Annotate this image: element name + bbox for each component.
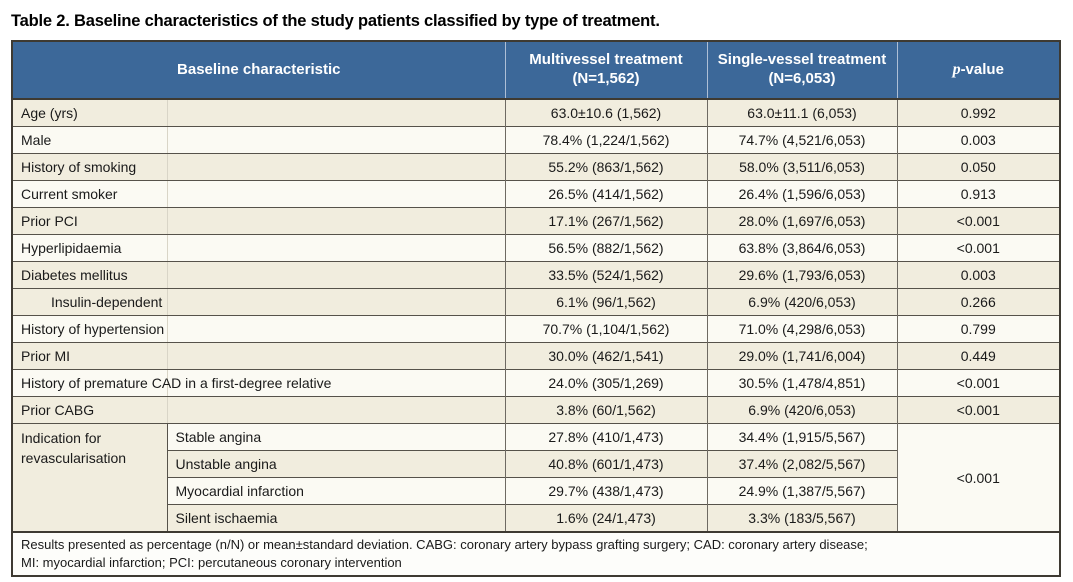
table-row: Diabetes mellitus 33.5% (524/1,562) 29.6% … <box>12 261 1060 289</box>
row-label: History of hypertension <box>12 315 505 343</box>
single-vessel-value: 29.0% (1,741/6,004) <box>706 342 897 370</box>
footnote-row: Results presented as percentage (n/N) or… <box>12 530 1060 577</box>
multivessel-value: 56.5% (882/1,562) <box>504 234 707 262</box>
row-label: Prior MI <box>12 342 505 370</box>
table-row: Male 78.4% (1,224/1,562) 74.7% (4,521/6,05… <box>12 126 1060 154</box>
table-row: Current smoker 26.5% (414/1,562) 26.4% (1,… <box>12 180 1060 208</box>
p-value-italic-p: p <box>952 61 961 78</box>
single-vessel-value: 3.3% (183/5,567) <box>706 504 897 532</box>
p-value: 0.992 <box>896 98 1060 127</box>
sub-row-label: Stable angina <box>167 423 505 451</box>
multivessel-value: 24.0% (305/1,269) <box>504 369 707 397</box>
table-row: Indication for revascularisation Stable a… <box>12 423 1060 532</box>
table-header: Baseline characteristic Multivessel trea… <box>12 41 1060 100</box>
single-vessel-value: 28.0% (1,697/6,053) <box>706 207 897 235</box>
p-value: 0.913 <box>896 180 1060 208</box>
single-vessel-value: 71.0% (4,298/6,053) <box>706 315 897 343</box>
p-value: <0.001 <box>896 369 1060 397</box>
multivessel-value: 6.1% (96/1,562) <box>504 288 707 316</box>
single-vessel-value: 34.4% (1,915/5,567) <box>706 423 897 451</box>
single-vessel-value: 6.9% (420/6,053) <box>706 396 897 424</box>
row-label: History of smoking <box>12 153 505 181</box>
p-value: 0.050 <box>896 153 1060 181</box>
sub-row-label: Myocardial infarction <box>167 477 505 505</box>
table-row: Prior CABG 3.8% (60/1,562) 6.9% (420/6,053… <box>12 396 1060 424</box>
single-vessel-value: 26.4% (1,596/6,053) <box>706 180 897 208</box>
row-label: Male <box>12 126 505 154</box>
group-label-indication: Indication for revascularisation <box>12 423 168 532</box>
p-value: 0.003 <box>896 261 1060 289</box>
table-row: Prior MI 30.0% (462/1,541) 29.0% (1,741/6,… <box>12 342 1060 370</box>
multivessel-value: 78.4% (1,224/1,562) <box>504 126 707 154</box>
sub-row-label: Silent ischaemia <box>167 504 505 532</box>
multivessel-value: 70.7% (1,104/1,562) <box>504 315 707 343</box>
header-p-value: p-value <box>896 41 1060 100</box>
table-row: History of hypertension 70.7% (1,104/1,56… <box>12 315 1060 343</box>
row-label: Diabetes mellitus <box>12 261 505 289</box>
row-label: Current smoker <box>12 180 505 208</box>
p-value-rest: -value <box>960 61 1004 78</box>
multivessel-value: 17.1% (267/1,562) <box>504 207 707 235</box>
multivessel-value: 1.6% (24/1,473) <box>504 504 707 532</box>
footnote: Results presented as percentage (n/N) or… <box>12 530 1060 577</box>
multivessel-value: 40.8% (601/1,473) <box>504 450 707 478</box>
table-row: Silent ischaemia 1.6% (24/1,473) 3.3% (183… <box>12 504 1060 532</box>
multivessel-value: 63.0±10.6 (1,562) <box>504 98 707 127</box>
table-row: Hyperlipidaemia 56.5% (882/1,562) 63.8% (3… <box>12 234 1060 262</box>
group-p-value: <0.001 <box>896 423 1060 532</box>
p-value: <0.001 <box>896 207 1060 235</box>
table-title: Table 2. Baseline characteristics of the… <box>11 12 660 30</box>
single-vessel-value: 24.9% (1,387/5,567) <box>706 477 897 505</box>
sub-row-label: Unstable angina <box>167 450 505 478</box>
single-vessel-value: 74.7% (4,521/6,053) <box>706 126 897 154</box>
multivessel-value: 29.7% (438/1,473) <box>504 477 707 505</box>
table-row: Prior PCI 17.1% (267/1,562) 28.0% (1,697/6… <box>12 207 1060 235</box>
baseline-characteristics-table: Baseline characteristic Multivessel trea… <box>11 40 1061 578</box>
header-multivessel: Multivessel treatment (N=1,562) <box>504 41 707 100</box>
single-vessel-value: 37.4% (2,082/5,567) <box>706 450 897 478</box>
p-value: 0.799 <box>896 315 1060 343</box>
p-value: 0.449 <box>896 342 1060 370</box>
single-vessel-value: 63.0±11.1 (6,053) <box>706 98 897 127</box>
p-value: 0.003 <box>896 126 1060 154</box>
p-value: 0.266 <box>896 288 1060 316</box>
table-footer: Results presented as percentage (n/N) or… <box>12 530 1060 577</box>
single-vessel-value: 6.9% (420/6,053) <box>706 288 897 316</box>
single-vessel-value: 30.5% (1,478/4,851) <box>706 369 897 397</box>
header-single-vessel: Single-vessel treatment (N=6,053) <box>706 41 897 100</box>
table-row: Unstable angina 40.8% (601/1,473) 37.4% (2… <box>12 450 1060 478</box>
multivessel-value: 55.2% (863/1,562) <box>504 153 707 181</box>
table-row: Myocardial infarction 29.7% (438/1,473) 24… <box>12 477 1060 505</box>
p-value: <0.001 <box>896 234 1060 262</box>
header-baseline-characteristic: Baseline characteristic <box>12 41 505 100</box>
row-label: Age (yrs) <box>12 98 505 127</box>
multivessel-value: 33.5% (524/1,562) <box>504 261 707 289</box>
row-label: History of premature CAD in a first-degr… <box>12 369 505 397</box>
table-row: Insulin-dependent 6.1% (96/1,562) 6.9% (42… <box>12 288 1060 316</box>
multivessel-value: 27.8% (410/1,473) <box>504 423 707 451</box>
multivessel-value: 26.5% (414/1,562) <box>504 180 707 208</box>
single-vessel-value: 63.8% (3,864/6,053) <box>706 234 897 262</box>
p-value: <0.001 <box>896 396 1060 424</box>
row-label: Insulin-dependent <box>12 288 505 316</box>
single-vessel-value: 58.0% (3,511/6,053) <box>706 153 897 181</box>
row-label: Hyperlipidaemia <box>12 234 505 262</box>
multivessel-value: 30.0% (462/1,541) <box>504 342 707 370</box>
single-vessel-value: 29.6% (1,793/6,053) <box>706 261 897 289</box>
table-body: Age (yrs) 63.0±10.6 (1,562) 63.0±11.1 (6,0… <box>12 98 1060 532</box>
table-row: History of smoking 55.2% (863/1,562) 58.0%… <box>12 153 1060 181</box>
table-row: Age (yrs) 63.0±10.6 (1,562) 63.0±11.1 (6,0… <box>12 98 1060 127</box>
row-label: Prior PCI <box>12 207 505 235</box>
table-row: History of premature CAD in a first-degr… <box>12 369 1060 397</box>
header-row: Baseline characteristic Multivessel trea… <box>12 41 1060 100</box>
row-label: Prior CABG <box>12 396 505 424</box>
multivessel-value: 3.8% (60/1,562) <box>504 396 707 424</box>
